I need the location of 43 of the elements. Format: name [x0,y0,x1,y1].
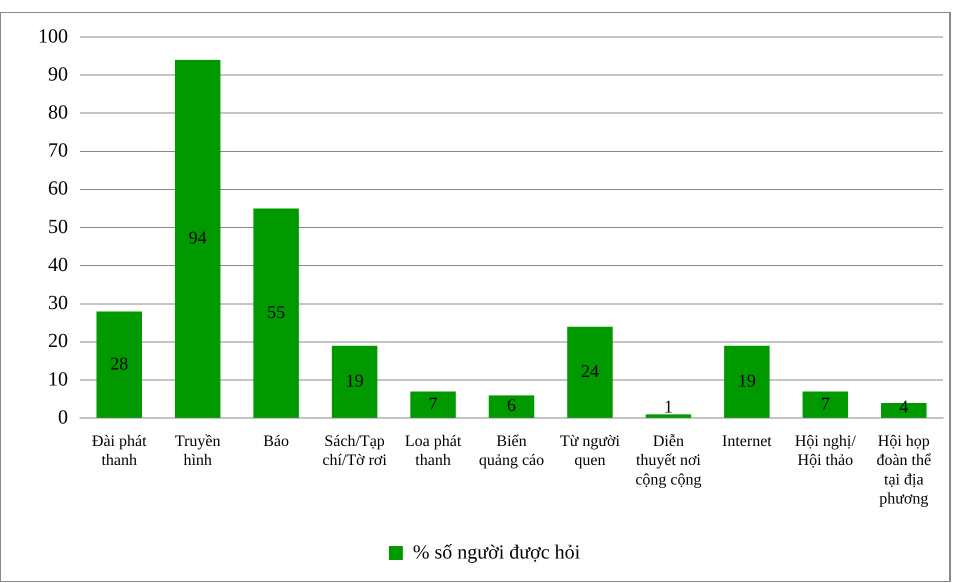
data-label: 94 [188,228,207,248]
x-tick-label: Hội nghị/ Hội thảo [794,433,856,470]
bar [96,311,142,418]
x-tick-label: Sách/Tạp chí/Tờ rơi [322,433,388,470]
x-tick-label: Đài phát thanh [92,433,148,470]
bar [332,346,378,418]
y-tick-label: 50 [48,216,68,238]
bar [724,346,770,418]
y-tick-label: 90 [48,63,68,86]
x-tick-label: Diễn thuyết nơi cộng cộng [635,433,702,488]
y-tick-label: 30 [48,292,68,314]
bar [488,395,534,418]
x-tick-label: Hội họp đoàn thể tại địa phương [876,433,932,508]
y-tick-label: 70 [48,140,68,162]
x-tick-label: Biển quảng cáo [478,433,544,470]
y-tick-label: 0 [58,406,68,428]
bar [567,326,613,418]
y-tick-label: 60 [48,178,68,200]
x-tick-label: Internet [722,433,772,450]
bar [253,208,299,418]
y-tick-label: 100 [38,25,68,48]
bar [646,414,692,418]
bar [174,60,220,418]
data-label: 55 [267,302,286,322]
data-label: 6 [507,395,516,416]
data-label: 19 [346,370,364,390]
data-label: 19 [738,370,756,390]
bar [802,392,848,418]
data-label: 7 [428,393,438,414]
x-tick-label: Báo [263,433,290,450]
y-tick-label: 80 [48,101,68,124]
x-tick-label: Từ người quen [560,433,621,470]
data-label: 7 [820,393,830,414]
bar [410,392,456,418]
data-label: 24 [580,360,599,381]
data-label: 28 [110,353,128,374]
y-tick-label: 10 [48,368,68,390]
x-tick-label: Loa phát thanh [404,433,462,470]
y-tick-label: 20 [48,330,68,352]
data-label: 1 [664,396,673,416]
legend-label: % số người được hỏi [412,541,581,564]
y-tick-label: 40 [48,254,68,276]
x-tick-label: Truyền hình [174,433,220,470]
